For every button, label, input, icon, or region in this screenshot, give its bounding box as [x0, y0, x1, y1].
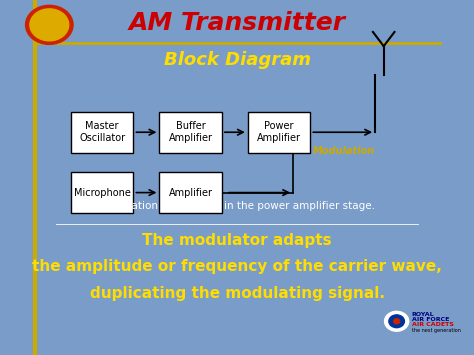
Text: the amplitude or frequency of the carrier wave,: the amplitude or frequency of the carrie… — [32, 259, 442, 274]
Text: AIR CADETS: AIR CADETS — [412, 322, 454, 327]
Text: Block Diagram: Block Diagram — [164, 51, 310, 70]
Text: Buffer
Amplifier: Buffer Amplifier — [169, 121, 213, 143]
FancyBboxPatch shape — [71, 172, 134, 213]
Text: ROYAL: ROYAL — [412, 312, 434, 317]
Text: Master
Oscillator: Master Oscillator — [79, 121, 125, 143]
FancyBboxPatch shape — [159, 172, 222, 213]
Circle shape — [389, 315, 404, 328]
Circle shape — [384, 311, 409, 331]
Text: duplicating the modulating signal.: duplicating the modulating signal. — [90, 286, 384, 301]
Circle shape — [30, 9, 69, 41]
Text: Modulation takes place in the power amplifier stage.: Modulation takes place in the power ampl… — [100, 201, 374, 211]
Text: AM Transmitter: AM Transmitter — [128, 11, 346, 35]
FancyBboxPatch shape — [71, 112, 134, 153]
FancyBboxPatch shape — [248, 112, 310, 153]
Circle shape — [26, 5, 73, 44]
FancyBboxPatch shape — [159, 112, 222, 153]
Text: Amplifier: Amplifier — [169, 187, 213, 198]
Text: the next generation: the next generation — [412, 328, 461, 333]
Text: The modulator adapts: The modulator adapts — [142, 233, 332, 247]
Text: Power
Amplifier: Power Amplifier — [257, 121, 301, 143]
Text: AIR FORCE: AIR FORCE — [412, 317, 449, 322]
Text: Microphone: Microphone — [74, 187, 131, 198]
Text: Modulation: Modulation — [312, 146, 375, 157]
Circle shape — [393, 319, 400, 324]
